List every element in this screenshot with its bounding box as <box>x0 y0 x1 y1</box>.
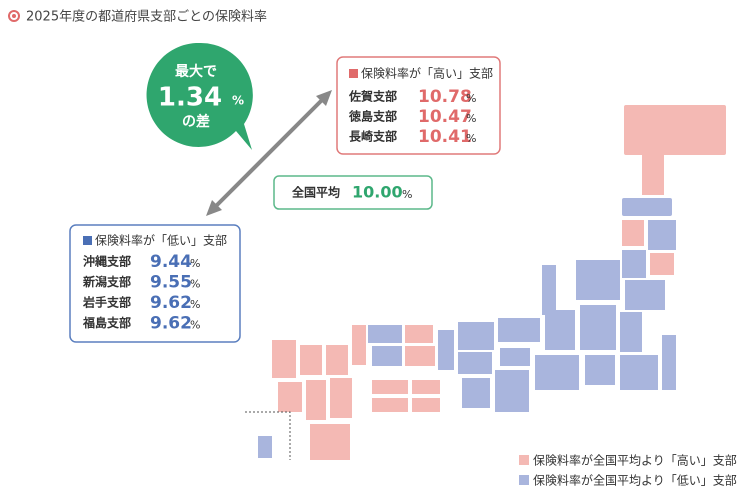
average-box <box>273 175 433 210</box>
row-name: 徳島支部 <box>348 109 397 124</box>
low-marker <box>83 236 92 245</box>
row-name: 沖縄支部 <box>83 254 131 269</box>
row-name: 佐賀支部 <box>348 89 397 104</box>
low-box <box>69 224 241 343</box>
japan-map <box>245 105 726 460</box>
average-value: 10.00 <box>352 183 403 202</box>
row-value: 10.78 <box>418 87 472 107</box>
row-value: 10.47 <box>418 107 472 127</box>
row-unit: % <box>466 92 476 105</box>
row-value: 9.44 <box>150 252 192 272</box>
double-arrow <box>206 90 332 216</box>
row-name: 新潟支部 <box>82 274 131 289</box>
row-unit: % <box>190 298 200 311</box>
bubble <box>146 42 253 150</box>
row-name: 岩手支部 <box>82 295 131 310</box>
low-heading: 保険料率が「低い」支部 <box>95 233 227 248</box>
bubble-unit: % <box>232 94 244 108</box>
row-value: 10.41 <box>418 127 472 147</box>
legend-high: 保険料率が全国平均より「高い」支部 <box>533 453 737 468</box>
high-box <box>336 56 501 155</box>
row-unit: % <box>466 112 476 125</box>
row-unit: % <box>190 278 200 291</box>
title-icon <box>8 10 20 22</box>
row-value: 9.62 <box>150 314 192 334</box>
legend-swatch-high <box>519 455 529 465</box>
high-heading: 保険料率が「高い」支部 <box>361 66 493 81</box>
legend-swatch-low <box>519 475 529 485</box>
row-name: 福島支部 <box>82 315 131 330</box>
bubble-value: 1.34 <box>158 83 222 113</box>
bubble-line2: の差 <box>182 113 210 130</box>
bubble-line1: 最大で <box>175 63 217 80</box>
average-label: 全国平均 <box>292 185 340 200</box>
row-value: 9.55 <box>150 273 192 293</box>
average-unit: % <box>402 188 412 201</box>
row-unit: % <box>190 319 200 332</box>
row-unit: % <box>466 132 476 145</box>
title-icon-dot <box>12 14 16 18</box>
row-value: 9.62 <box>150 293 192 313</box>
legend-low: 保険料率が全国平均より「低い」支部 <box>533 473 737 488</box>
row-unit: % <box>190 257 200 270</box>
high-marker <box>349 69 358 78</box>
title: 2025年度の都道府県支部ごとの保険料率 <box>26 9 267 25</box>
row-name: 長崎支部 <box>349 129 397 144</box>
